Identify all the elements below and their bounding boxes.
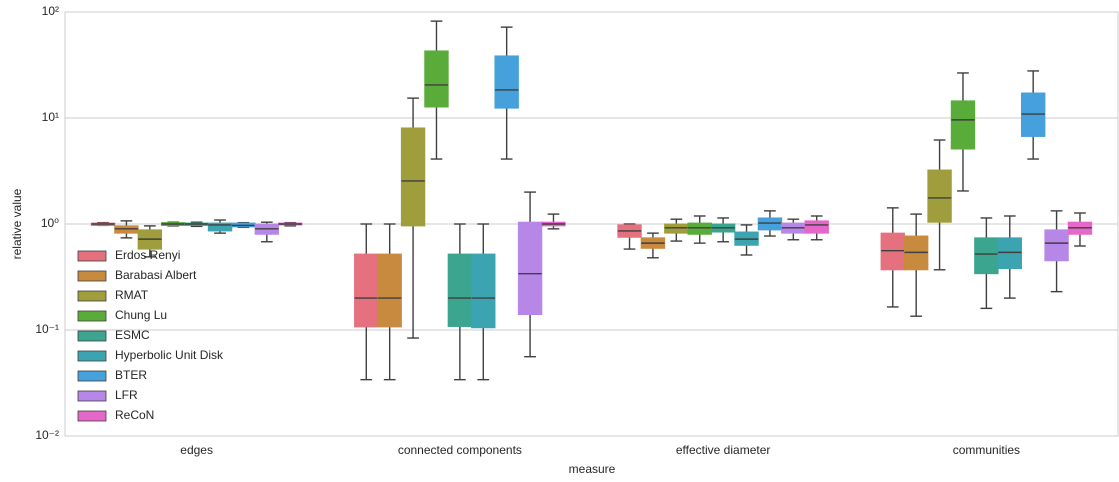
y-tick-label: 10¹ — [42, 110, 59, 124]
y-tick-label: 10⁻¹ — [35, 322, 59, 336]
x-tick-label: effective diameter — [676, 443, 771, 457]
box-group — [254, 221, 280, 243]
box — [950, 100, 976, 150]
box-group — [757, 210, 783, 237]
box-group — [950, 72, 976, 192]
box-group — [734, 224, 759, 256]
box — [494, 55, 519, 109]
y-axis-label: relative value — [10, 188, 24, 259]
y-tick-label: 10² — [42, 4, 59, 18]
box-group — [1044, 210, 1069, 293]
legend-label: BTER — [115, 368, 147, 382]
box — [471, 253, 496, 329]
box-group — [664, 218, 689, 242]
box-group — [517, 191, 543, 358]
box-group — [974, 217, 999, 310]
box-group — [997, 215, 1022, 299]
box-group — [687, 215, 712, 244]
box-group — [1067, 212, 1093, 247]
box-group — [880, 207, 905, 308]
box-group — [710, 217, 736, 243]
box-group — [541, 213, 566, 230]
box-group — [161, 221, 186, 227]
legend-swatch — [77, 310, 107, 322]
legend-swatch — [77, 390, 107, 402]
legend-label: ReCoN — [115, 408, 154, 422]
box-group — [231, 221, 256, 229]
legend-label: Hyperbolic Unit Disk — [115, 348, 224, 362]
legend-swatch — [77, 350, 107, 362]
legend-swatch — [77, 270, 107, 282]
box-group — [90, 221, 116, 227]
box-group — [137, 225, 163, 258]
legend-label: Erdos Renyi — [115, 248, 180, 262]
legend-label: Chung Lu — [115, 308, 167, 322]
box-group — [278, 221, 303, 227]
box-group — [447, 223, 473, 381]
legend-swatch — [77, 250, 107, 262]
box — [974, 237, 999, 275]
legend-label: LFR — [115, 388, 138, 402]
box-group — [377, 223, 402, 381]
legend-swatch — [77, 410, 107, 422]
x-axis-label: measure — [569, 462, 616, 476]
box-group — [804, 215, 829, 241]
box — [517, 221, 543, 316]
plot-frame — [64, 11, 1119, 437]
box — [804, 220, 829, 234]
legend-label: ESMC — [115, 328, 150, 342]
box — [400, 127, 426, 227]
box-group — [1020, 70, 1046, 160]
x-tick-label: edges — [180, 443, 213, 457]
box — [1044, 229, 1069, 262]
box — [1020, 92, 1046, 137]
box — [880, 232, 905, 271]
box-group — [400, 97, 426, 339]
legend-swatch — [77, 370, 107, 382]
box — [687, 222, 712, 235]
box-group — [617, 223, 642, 250]
box-group — [207, 219, 233, 234]
box-group — [184, 221, 209, 228]
box — [997, 237, 1022, 270]
box — [424, 50, 449, 108]
box-group — [494, 26, 519, 160]
box — [447, 253, 473, 327]
box — [664, 223, 689, 234]
box — [757, 217, 783, 231]
box — [377, 253, 402, 328]
box-group — [781, 218, 806, 241]
box-group — [424, 20, 449, 160]
box-group — [114, 220, 139, 239]
box-group — [354, 223, 379, 381]
x-tick-label: communities — [953, 443, 1020, 457]
legend-swatch — [77, 290, 107, 302]
box-group — [903, 213, 929, 317]
legend-label: RMAT — [115, 288, 149, 302]
y-tick-label: 10⁰ — [41, 216, 59, 230]
box-group — [927, 139, 952, 271]
box — [927, 169, 952, 223]
box-group — [640, 232, 666, 259]
legend-label: Barabasi Albert — [115, 268, 197, 282]
box — [354, 253, 379, 328]
box-group — [471, 223, 496, 381]
y-tick-label: 10⁻² — [35, 428, 59, 442]
legend-swatch — [77, 330, 107, 342]
x-tick-label: connected components — [398, 443, 522, 457]
